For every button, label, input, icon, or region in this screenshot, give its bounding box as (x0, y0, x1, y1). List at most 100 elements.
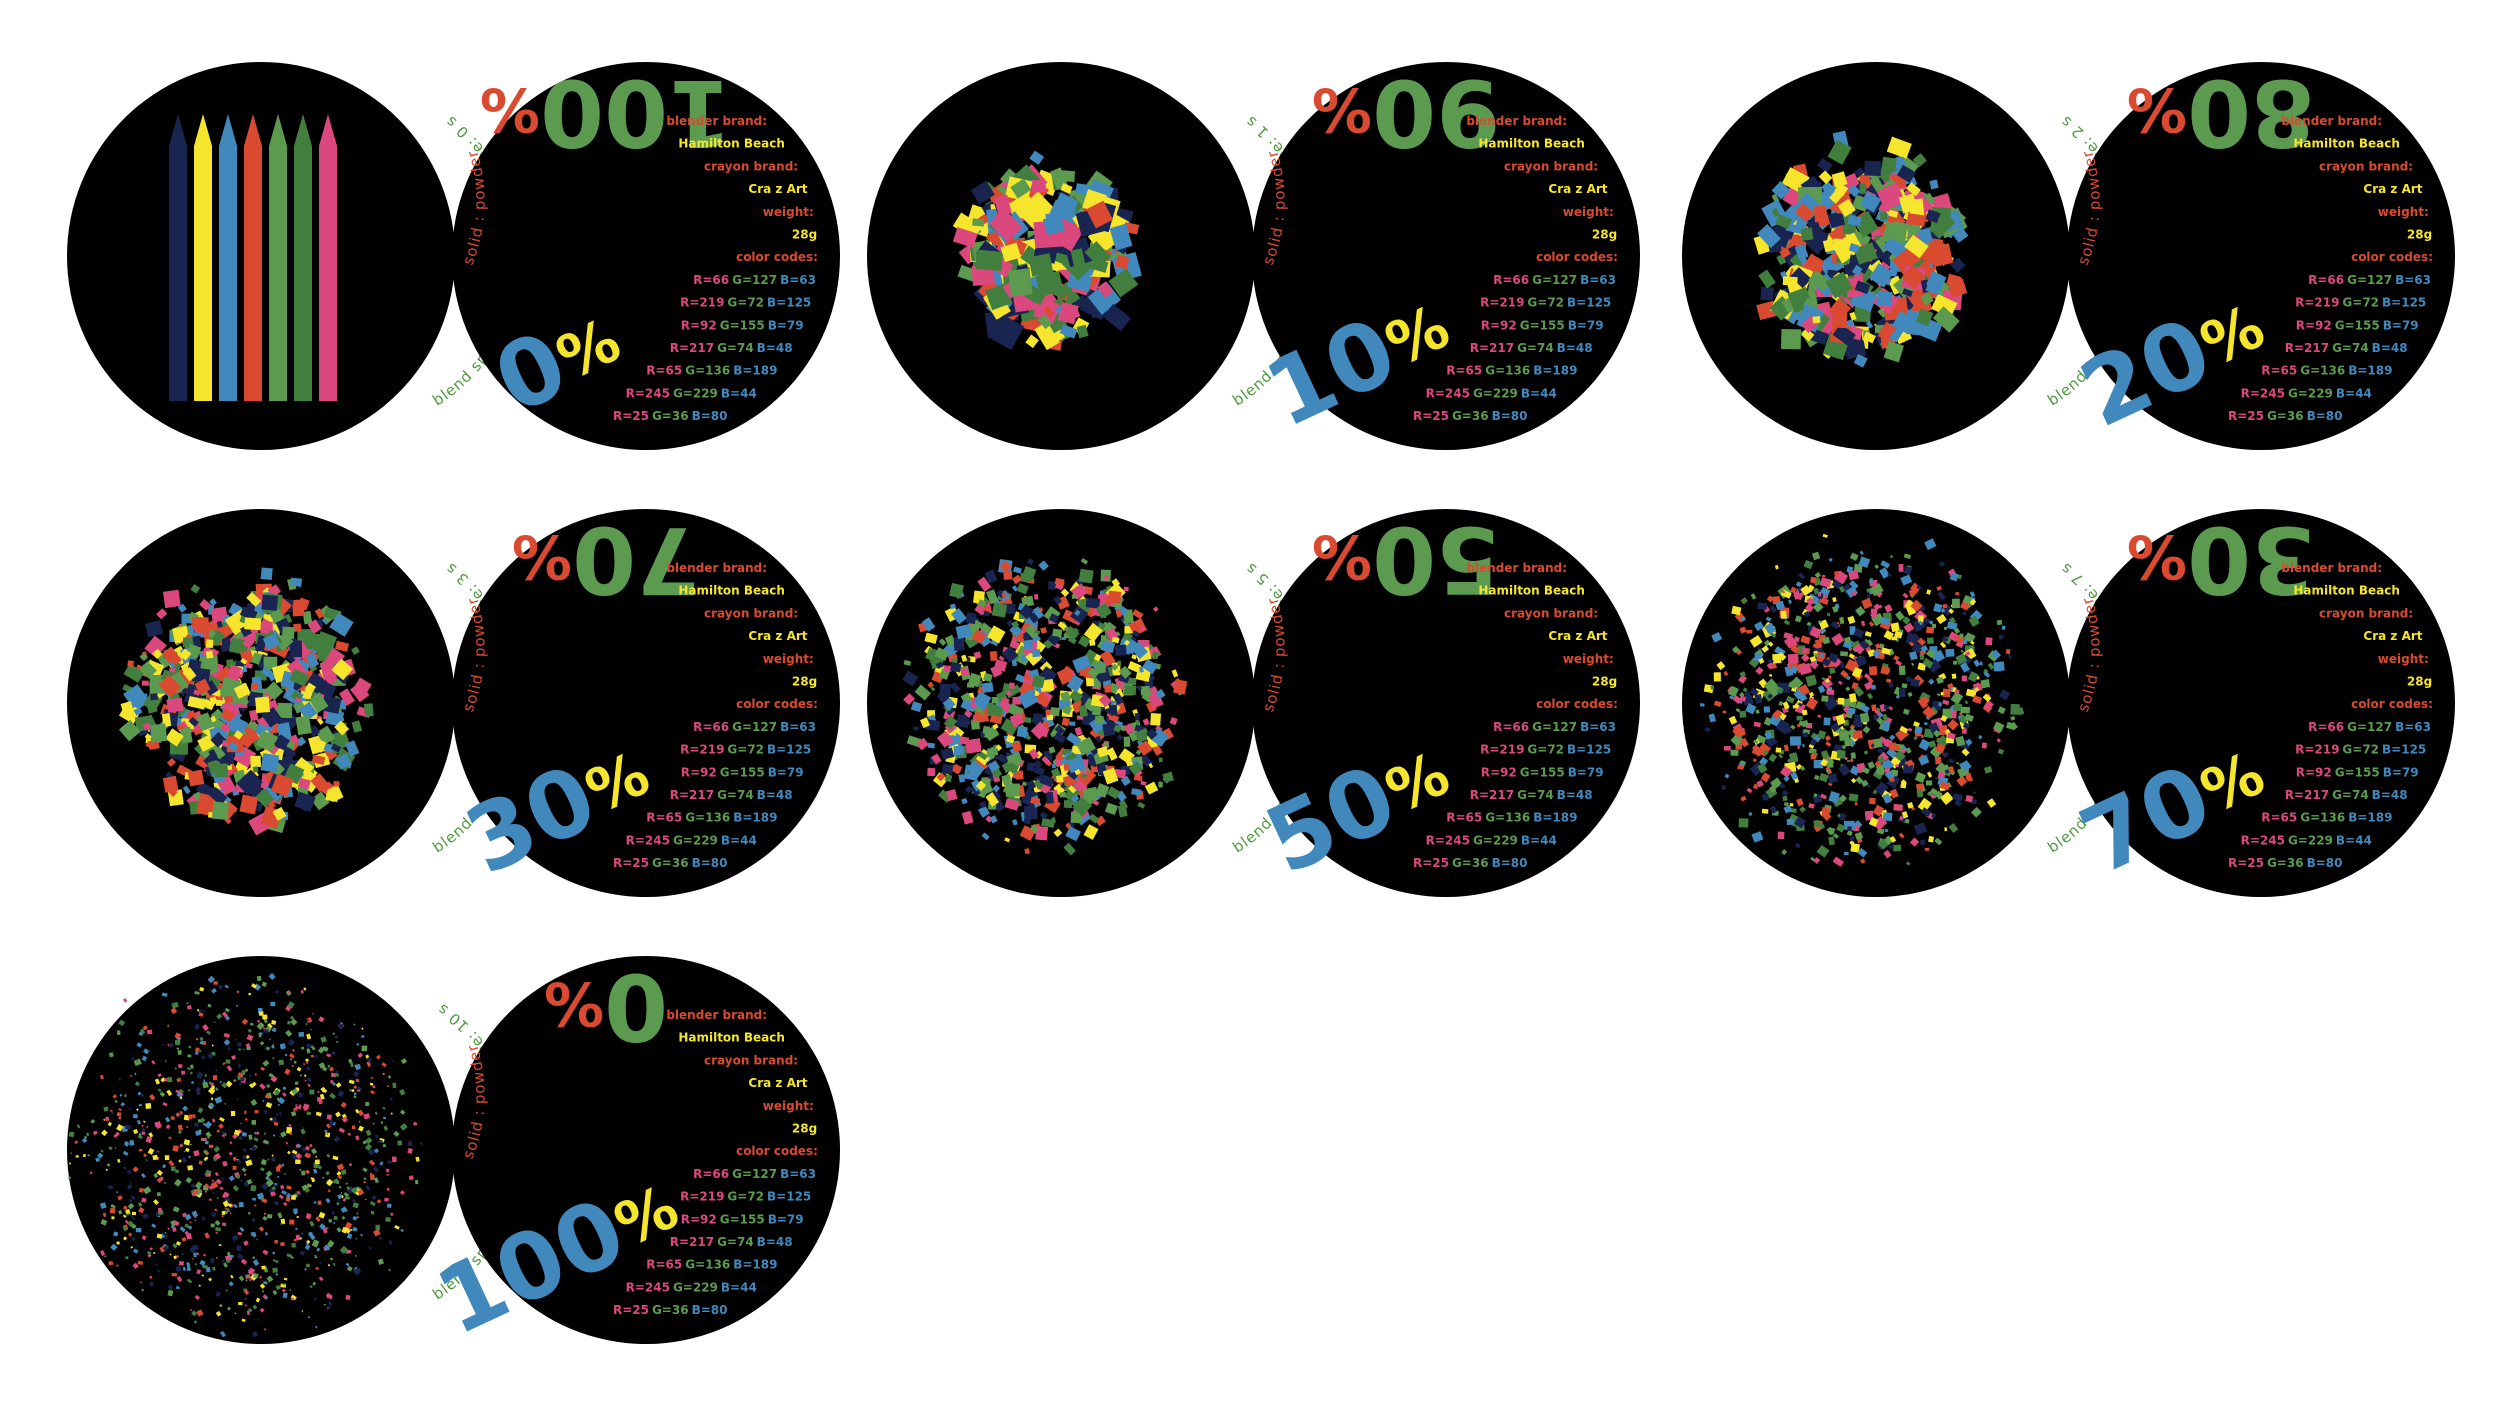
crumb (138, 1103, 142, 1107)
crumb (166, 757, 176, 767)
code-g: G=155 (1520, 318, 1565, 332)
color-code: R=25 G=36 B=80 (2228, 409, 2343, 423)
crumb (1961, 728, 1967, 734)
crumb (927, 767, 936, 777)
code-b: B=63 (780, 1167, 816, 1181)
crumb (321, 695, 342, 714)
crumb (307, 619, 322, 634)
crumb (275, 1166, 281, 1172)
code-g: G=127 (2347, 720, 2392, 734)
crumb (1884, 829, 1889, 833)
crumb (188, 716, 199, 727)
code-b: B=80 (692, 409, 728, 423)
crumb (1887, 573, 1892, 577)
crumb (197, 734, 216, 752)
crumb (265, 1296, 268, 1299)
color-code: R=217 G=74 B=48 (1470, 341, 1593, 355)
crumb (166, 697, 184, 713)
code-r: R=217 (2285, 788, 2329, 802)
code-b: B=63 (780, 273, 816, 287)
code-g: G=136 (2300, 364, 2345, 378)
crumb (1832, 310, 1848, 329)
crumb (170, 1166, 176, 1172)
info-line: crayon brand: (704, 159, 798, 173)
solid-value: 0 (604, 953, 668, 1060)
crumb (239, 794, 259, 815)
crumb (1722, 710, 1727, 714)
crumb (228, 741, 239, 752)
crumb (68, 1131, 75, 1138)
crumb (361, 1045, 368, 1052)
code-r: R=66 (1493, 720, 1529, 734)
code-b: B=125 (767, 743, 811, 757)
crumb (249, 709, 259, 722)
code-r: R=25 (613, 409, 649, 423)
code-g: G=36 (2267, 856, 2304, 870)
crumb (1052, 628, 1063, 637)
crumb (145, 1102, 152, 1109)
code-g: G=72 (2342, 743, 2379, 757)
crumb (118, 1077, 121, 1081)
code-r: R=65 (646, 364, 682, 378)
crumb (262, 1290, 265, 1293)
crumb (1043, 305, 1055, 318)
crumb (211, 1179, 214, 1183)
info-disc (2067, 62, 2455, 450)
crumb (141, 680, 149, 686)
crumb (209, 1258, 215, 1264)
crumb (205, 1156, 209, 1160)
crumb (965, 612, 977, 625)
crumb (194, 678, 211, 695)
info-line: Cra z Art (748, 182, 807, 196)
crumb (1019, 572, 1030, 583)
crumb (365, 1101, 369, 1107)
crayon (269, 114, 287, 401)
crumb (82, 1153, 86, 1158)
info-line: color codes: (2351, 697, 2433, 711)
crumb (294, 757, 315, 777)
crumb (1892, 310, 1914, 333)
crumb (317, 680, 337, 699)
crumb (1032, 712, 1040, 721)
crumb (1109, 704, 1118, 716)
color-code: R=92 G=155 B=79 (1481, 318, 1604, 332)
crumb (316, 1096, 322, 1102)
crumb (989, 208, 1023, 242)
crumb (68, 1176, 71, 1180)
crumb (120, 701, 136, 720)
crumb (158, 674, 182, 698)
crumb (263, 656, 278, 670)
code-r: R=92 (681, 318, 717, 332)
crumb (347, 1250, 352, 1254)
crumb (1070, 248, 1086, 270)
crumb (294, 1081, 299, 1085)
code-b: B=189 (733, 1258, 777, 1272)
color-code: R=66 G=127 B=63 (693, 273, 816, 287)
crumb (1721, 784, 1727, 790)
crumb (1952, 598, 1960, 609)
crumb (280, 1185, 285, 1190)
crumb (138, 1148, 143, 1152)
color-code: R=92 G=155 B=79 (2296, 318, 2419, 332)
crumb (269, 608, 285, 624)
crumb (198, 1009, 203, 1012)
crumb (380, 1121, 384, 1124)
code-b: B=79 (1568, 765, 1604, 779)
solid-sign: % (1312, 74, 1372, 144)
crumb (1049, 282, 1069, 299)
solid-percent: 80% (2127, 59, 2315, 166)
info-line: 28g (792, 228, 817, 242)
crumb (1865, 320, 1874, 329)
info-line: color codes: (1536, 250, 1618, 264)
crumb (2005, 649, 2011, 654)
crumb (1757, 223, 1781, 249)
crumb (1876, 182, 1906, 211)
crumb (1906, 182, 1921, 197)
crumb (1730, 749, 1739, 756)
crumb (295, 715, 312, 736)
code-b: B=80 (1492, 856, 1528, 870)
crumb (1893, 803, 1903, 812)
code-b: B=63 (2395, 273, 2431, 287)
crumb (2001, 625, 2006, 630)
crumb (1898, 564, 1904, 572)
